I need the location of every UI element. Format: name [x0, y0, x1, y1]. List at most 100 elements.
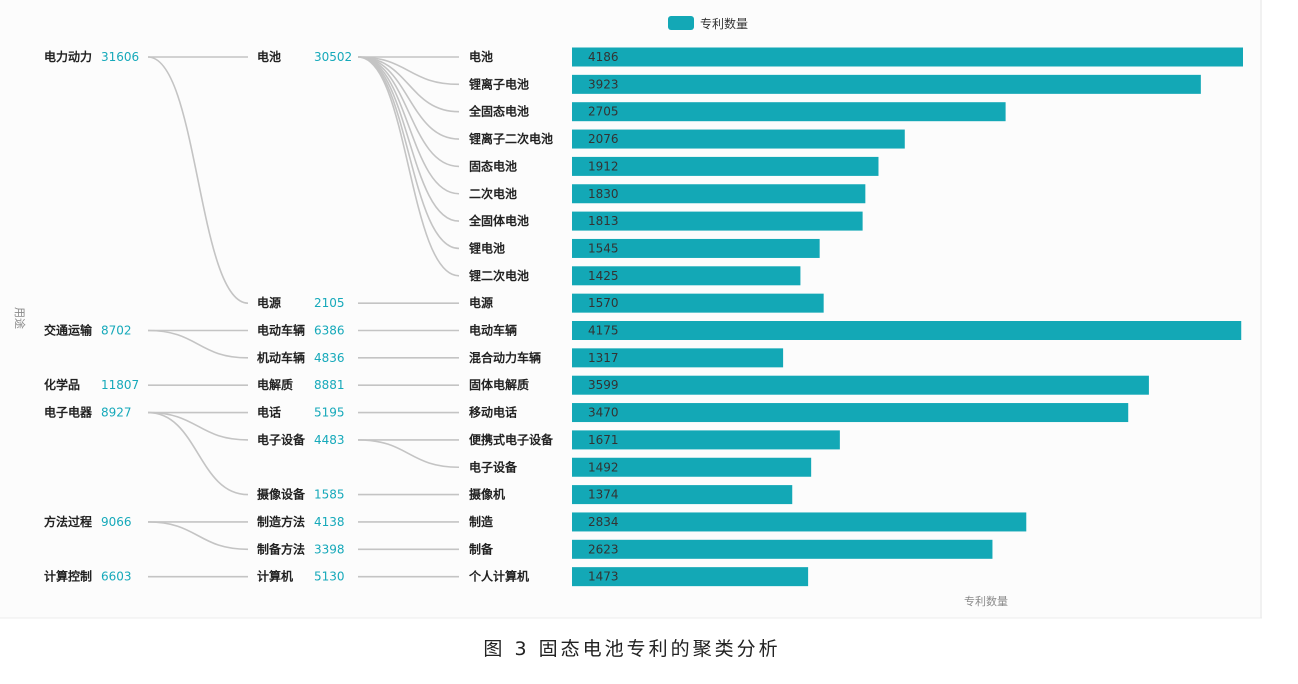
bar-value-label: 1570: [588, 296, 619, 310]
bar: [572, 129, 905, 149]
level1-node-label: 电力动力: [44, 49, 92, 64]
bar-value-label: 3599: [588, 378, 619, 392]
category-label: 二次电池: [469, 186, 517, 201]
bar: [572, 156, 879, 176]
bar-value-label: 1813: [588, 214, 619, 228]
bar: [572, 375, 1149, 395]
bar: [572, 184, 866, 204]
bar: [572, 321, 1242, 340]
bar-value-label: 4175: [588, 324, 619, 338]
level2-to-category-link: [357, 439, 460, 469]
bar: [572, 266, 801, 286]
bar: [572, 539, 993, 559]
category-label: 全固态电池: [468, 104, 529, 119]
category-label: 锂二次电池: [469, 268, 529, 283]
bar: [572, 567, 809, 587]
category-label: 制造: [469, 514, 494, 529]
bar: [572, 348, 784, 368]
category-label: 固体电解质: [469, 377, 529, 392]
bar-value-label: 1545: [588, 241, 619, 255]
bar: [572, 211, 863, 231]
level2-node-value: 4138: [314, 515, 345, 529]
bar-value-label: 2076: [588, 132, 619, 146]
level2-node-label: 制备方法: [257, 541, 305, 556]
category-label: 混合动力车辆: [469, 350, 541, 365]
bar: [572, 47, 1243, 67]
level2-to-category-link: [357, 56, 460, 168]
level2-node-value: 5195: [314, 406, 345, 420]
level2-node-label: 电动车辆: [257, 323, 305, 338]
level2-node-label: 计算机: [257, 569, 293, 584]
legend-label: 专利数量: [700, 16, 748, 31]
category-label: 电池: [469, 49, 493, 64]
level1-node-value: 8702: [101, 324, 132, 338]
level1-to-level2-link: [147, 411, 249, 496]
category-label: 便携式电子设备: [469, 432, 554, 447]
bar-value-label: 1492: [588, 460, 619, 474]
bar-value-label: 3470: [588, 406, 619, 420]
level1-node-label: 计算控制: [44, 569, 92, 584]
level2-to-category-link: [357, 56, 460, 86]
bar-value-label: 3923: [588, 77, 619, 91]
category-label: 锂电池: [469, 240, 505, 255]
level2-node-label: 电源: [257, 295, 281, 310]
bar-value-label: 1671: [588, 433, 619, 447]
bar: [572, 512, 1027, 532]
legend[interactable]: 专利数量: [668, 16, 748, 31]
bar-value-label: 2834: [588, 515, 619, 529]
bar-value-label: 1374: [588, 488, 619, 502]
level1-to-level2-link: [147, 56, 249, 304]
level2-to-category-link: [357, 56, 460, 195]
category-label: 锂离子二次电池: [469, 131, 553, 146]
side-axis-label: 用途: [13, 307, 27, 329]
bar-value-label: 1425: [588, 269, 619, 283]
level2-node-value: 4836: [314, 351, 345, 365]
level2-node-value: 6386: [314, 324, 345, 338]
bar-value-label: 2705: [588, 105, 619, 119]
level1-node-label: 电子电器: [44, 405, 93, 420]
bar: [572, 102, 1006, 122]
level1-node-value: 31606: [101, 50, 139, 64]
level2-node-value: 2105: [314, 296, 345, 310]
bar-value-label: 4186: [588, 50, 619, 64]
level1-node-label: 交通运输: [44, 323, 93, 338]
level2-node-label: 电池: [257, 49, 281, 64]
category-label: 全固体电池: [468, 213, 529, 228]
figure-caption: 图 3 固态电池专利的聚类分析: [483, 638, 780, 660]
level2-to-category-link: [357, 56, 460, 277]
level2-node-value: 4483: [314, 433, 345, 447]
bar-value-label: 1912: [588, 159, 619, 173]
level2-node-value: 3398: [314, 542, 345, 556]
bar: [572, 457, 812, 477]
bar: [572, 430, 840, 450]
bar: [572, 238, 820, 258]
bar-value-label: 2623: [588, 542, 619, 556]
category-label: 制备: [469, 541, 494, 556]
level1-to-level2-link: [147, 411, 249, 441]
category-label: 移动电话: [469, 405, 517, 420]
bar: [572, 403, 1129, 423]
level1-to-level2-link: [147, 521, 249, 551]
level2-node-label: 制造方法: [257, 514, 305, 529]
level1-to-level2-link: [147, 329, 249, 359]
category-label: 个人计算机: [468, 569, 529, 584]
category-label: 电子设备: [469, 459, 518, 474]
level1-node-label: 方法过程: [44, 514, 92, 529]
category-label: 电源: [469, 295, 493, 310]
bar-value-label: 1317: [588, 351, 619, 365]
level1-node-label: 化学品: [44, 377, 80, 392]
level1-node-value: 9066: [101, 515, 132, 529]
bar: [572, 293, 824, 313]
tree-labels: 电力动力 31606 交通运输 8702 化学品 11807 电子电器 8927 方法过程 906…: [44, 49, 619, 584]
level2-node-value: 1585: [314, 488, 345, 502]
tree-links: [147, 56, 460, 578]
bar: [572, 485, 793, 505]
level1-node-value: 6603: [101, 570, 132, 584]
bar: [572, 74, 1201, 94]
level2-node-label: 机动车辆: [257, 350, 305, 365]
level2-node-value: 5130: [314, 570, 345, 584]
level2-node-label: 电解质: [257, 377, 293, 392]
level2-node-label: 摄像设备: [257, 487, 306, 502]
x-axis-title: 专利数量: [964, 594, 1008, 608]
